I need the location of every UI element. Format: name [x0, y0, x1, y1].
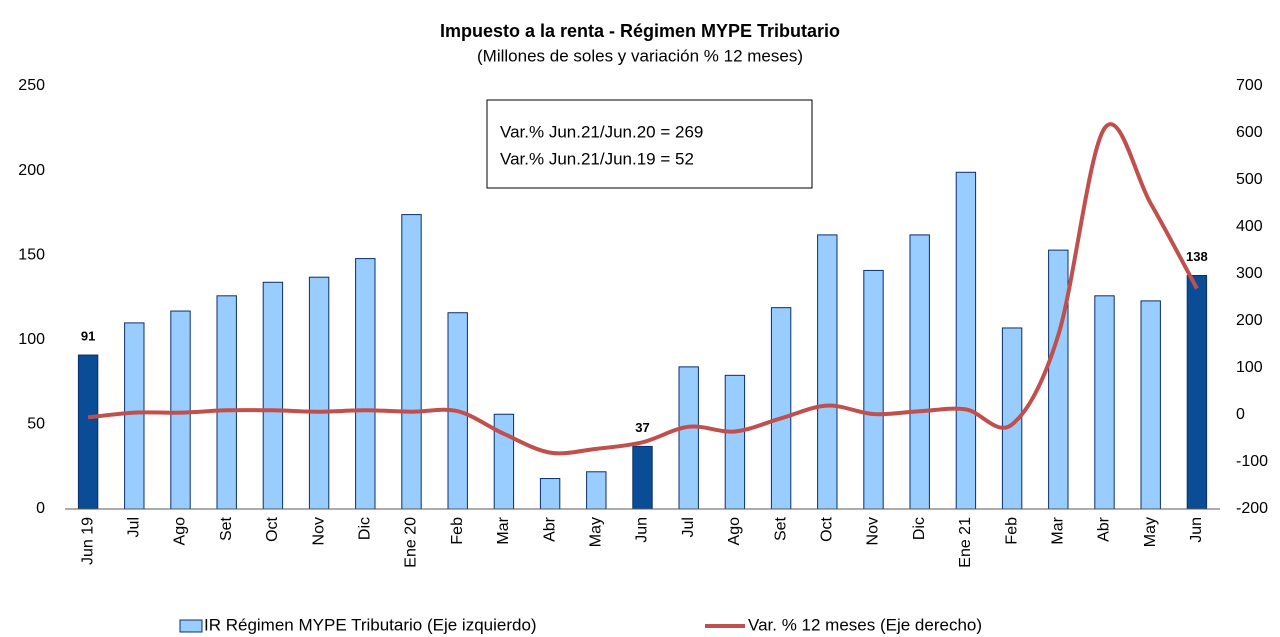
y-tick-label: 0: [36, 500, 45, 517]
data-label: 37: [635, 420, 649, 435]
x-tick-label: Jul: [126, 517, 143, 537]
y-tick-label: 100: [18, 331, 45, 348]
bar: [308, 276, 330, 510]
x-tick-label: Jun 19: [79, 517, 96, 565]
x-tick-label: Jun: [634, 517, 651, 543]
bar: [216, 295, 237, 510]
x-tick-label: Feb: [1003, 517, 1020, 545]
x-tick-label: Feb: [449, 517, 466, 545]
bar: [770, 307, 792, 510]
y2-tick-label: -100: [1236, 453, 1268, 470]
bar: [1094, 295, 1115, 510]
data-label: 91: [81, 328, 95, 343]
y2-tick-label: -200: [1236, 500, 1268, 517]
bar: [401, 214, 422, 510]
x-tick-label: Jun: [1188, 517, 1205, 543]
annotation-box: [486, 99, 813, 189]
x-tick-label: Dic: [357, 517, 374, 540]
y2-tick-label: 0: [1236, 406, 1245, 423]
x-tick-label: Mar: [1050, 516, 1067, 544]
chart-title: Impuesto a la renta - Régimen MYPE Tribu…: [440, 21, 840, 41]
annotation: Var.% Jun.21/Jun.20 = 269: [500, 122, 703, 141]
bar: [817, 234, 838, 510]
legend-swatch: [179, 619, 203, 633]
x-tick-label: May: [588, 517, 605, 547]
x-tick-label: Nov: [865, 517, 882, 545]
bar: [724, 374, 746, 510]
y2-tick-label: 400: [1236, 218, 1263, 235]
x-tick-label: Abr: [1096, 516, 1113, 542]
bar: [909, 234, 930, 510]
y2-tick-label: 600: [1236, 124, 1263, 141]
legend-label: Var. % 12 meses (Eje derecho): [748, 615, 982, 634]
x-tick-label: Jul: [680, 517, 697, 537]
x-tick-label: Ago: [172, 517, 189, 546]
bar: [955, 171, 977, 510]
bar: [1048, 249, 1069, 510]
bar: [863, 269, 884, 510]
bar: [262, 281, 284, 510]
x-tick-label: Ene 20: [403, 517, 420, 568]
x-tick-label: Set: [218, 516, 235, 541]
x-tick-label: Set: [772, 516, 789, 541]
y2-tick-label: 700: [1236, 77, 1263, 94]
chart-subtitle: (Millones de soles y variación % 12 mese…: [477, 46, 803, 65]
bar: [124, 322, 145, 510]
y-tick-label: 50: [27, 416, 45, 433]
x-tick-label: Mar: [495, 516, 512, 544]
y2-tick-label: 500: [1236, 171, 1263, 188]
bar: [170, 310, 191, 510]
annotation: Var.% Jun.21/Jun.19 = 52: [500, 149, 694, 168]
bar: [678, 366, 699, 510]
x-tick-label: Nov: [310, 517, 327, 545]
line: [87, 122, 1199, 456]
bar: [586, 471, 607, 510]
bar: [1186, 275, 1208, 510]
x-tick-label: Ago: [726, 517, 743, 546]
y2-tick-label: 300: [1236, 265, 1263, 282]
x-tick-label: Oct: [264, 516, 281, 541]
y-tick-label: 150: [18, 246, 45, 263]
bar: [77, 354, 99, 510]
y2-tick-label: 100: [1236, 359, 1263, 376]
bar: [1140, 300, 1161, 510]
x-tick-label: Dic: [911, 517, 928, 540]
legend-label: IR Régimen MYPE Tributario (Eje izquierd…: [204, 615, 537, 634]
x-tick-label: May: [1142, 517, 1159, 547]
y-tick-label: 250: [18, 77, 45, 94]
bar: [632, 445, 653, 510]
y2-tick-label: 200: [1236, 312, 1263, 329]
x-tick-label: Oct: [819, 516, 836, 541]
x-tick-label: Abr: [541, 516, 558, 542]
y-tick-label: 200: [18, 162, 45, 179]
data-label: 138: [1186, 249, 1208, 264]
x-tick-label: Ene 21: [957, 517, 974, 568]
bar: [539, 478, 561, 510]
bar: [355, 258, 376, 510]
